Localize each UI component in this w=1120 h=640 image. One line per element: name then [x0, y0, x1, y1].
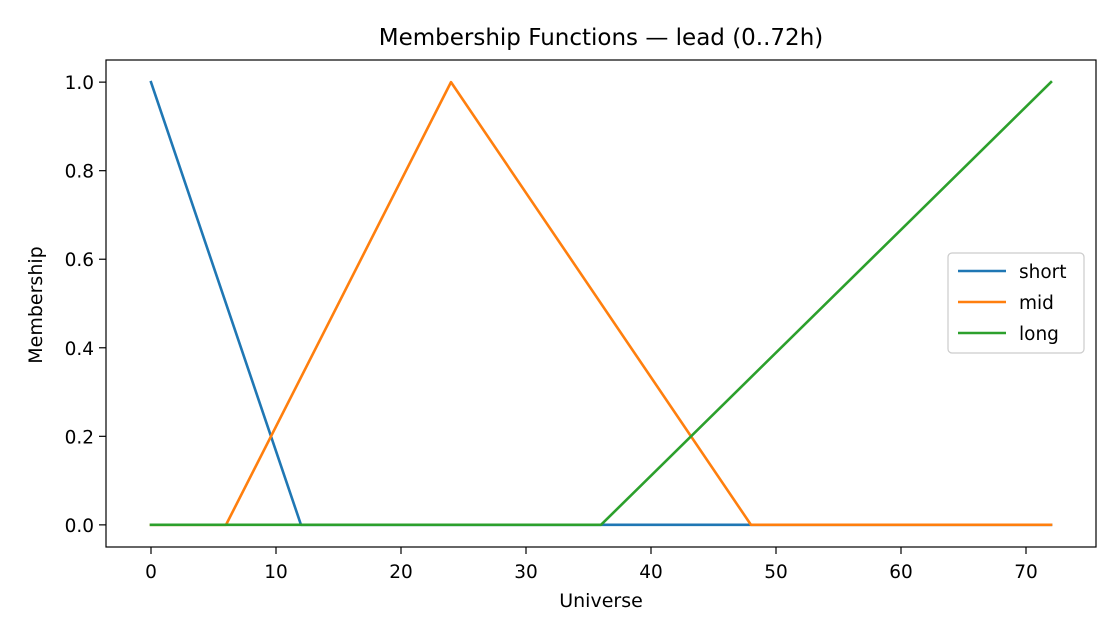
- chart-title: Membership Functions — lead (0..72h): [379, 25, 824, 51]
- series-line-long: [149, 80, 1053, 527]
- y-tick-label: 1.0: [65, 73, 94, 94]
- x-tick-label: 10: [264, 562, 288, 583]
- legend: short mid long: [947, 252, 1085, 354]
- y-tick-label: 0.0: [65, 516, 94, 537]
- plot-area: 0 10 20 30 40 50 60 70 0.0 0.2 0.4 0.6 0.8 1.0: [65, 59, 1097, 583]
- x-tick-label: 0: [145, 562, 157, 583]
- y-tick-label: 0.6: [65, 250, 94, 271]
- y-tick-label: 0.8: [65, 162, 94, 183]
- x-axis-label: Universe: [559, 590, 643, 612]
- x-tick-label: 70: [1014, 562, 1038, 583]
- x-tick-label: 50: [764, 562, 788, 583]
- x-tick-label: 30: [514, 562, 538, 583]
- x-tick-label: 20: [389, 562, 413, 583]
- x-tick-label: 60: [889, 562, 913, 583]
- axes-frame: [105, 59, 1097, 548]
- legend-box: [947, 252, 1085, 354]
- x-tick-label: 40: [639, 562, 663, 583]
- y-axis-label: Membership: [25, 246, 47, 363]
- y-tick-label: 0.4: [65, 339, 94, 360]
- legend-label-long: long: [1019, 324, 1059, 345]
- y-tick-label: 0.2: [65, 427, 94, 448]
- legend-label-short: short: [1019, 262, 1067, 283]
- legend-label-mid: mid: [1019, 293, 1054, 314]
